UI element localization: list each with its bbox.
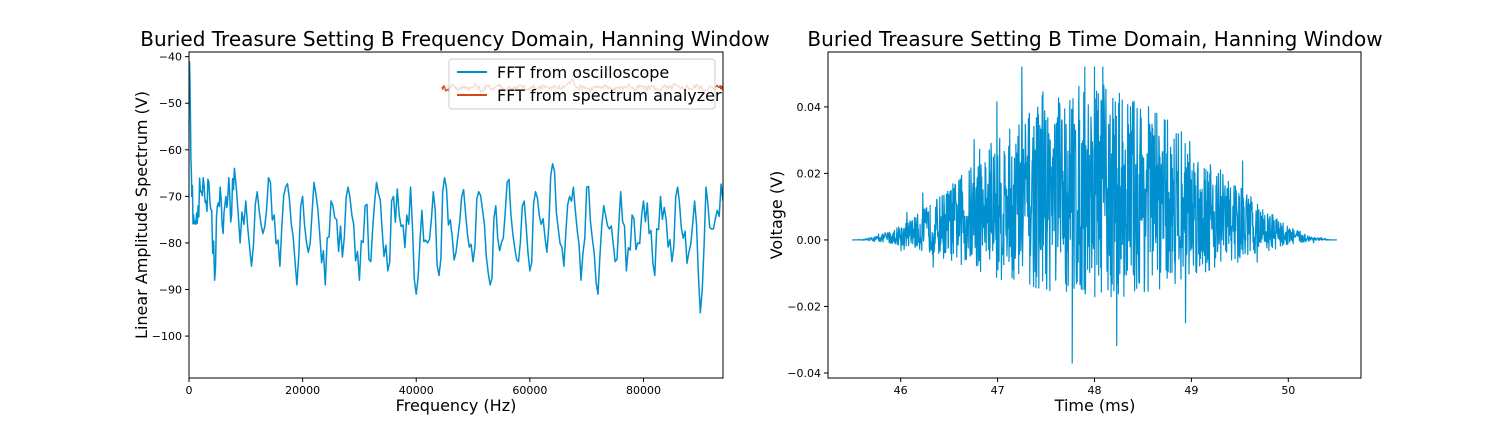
x-tick-label: 40000 (399, 384, 434, 397)
y-tick-label: 0.02 (797, 167, 822, 180)
y-tick-label: −70 (159, 190, 182, 203)
y-tick-label: 0.00 (797, 234, 822, 247)
chart-title-time: Buried Treasure Setting B Time Domain, H… (807, 27, 1382, 51)
series-line-oscilloscope (189, 60, 723, 314)
frequency-y-ticks: −100 −90 −80 −70 −60 −50 −40 (152, 51, 189, 343)
x-tick-label: 47 (991, 384, 1005, 397)
frequency-x-axis-label: Frequency (Hz) (396, 396, 517, 415)
x-tick-label: 48 (1088, 384, 1102, 397)
series-line-voltage (852, 66, 1337, 364)
y-tick-label: 0.04 (797, 101, 822, 114)
y-tick-label: −100 (152, 330, 182, 343)
time-plot-area (852, 66, 1337, 364)
x-tick-label: 49 (1184, 384, 1198, 397)
legend-label-oscilloscope: FFT from oscilloscope (497, 63, 669, 82)
x-tick-label: 46 (894, 384, 908, 397)
x-tick-label: 50 (1281, 384, 1295, 397)
legend-label-spectrum-analyzer: FFT from spectrum analyzer (497, 86, 722, 105)
y-tick-label: −0.04 (787, 367, 821, 380)
x-tick-label: 20000 (285, 384, 320, 397)
y-tick-label: −90 (159, 284, 182, 297)
x-tick-label: 80000 (626, 384, 661, 397)
time-y-axis-label: Voltage (V) (767, 171, 786, 260)
y-tick-label: −60 (159, 144, 182, 157)
y-tick-label: −50 (159, 97, 182, 110)
time-x-ticks: 46 47 48 49 50 (894, 378, 1295, 397)
y-tick-label: −80 (159, 237, 182, 250)
legend-box (448, 58, 716, 110)
x-tick-label: 0 (186, 384, 193, 397)
chart-title-frequency: Buried Treasure Setting B Frequency Doma… (140, 27, 770, 51)
frequency-y-axis-label: Linear Amplitude Spectrum (V) (132, 91, 151, 339)
y-tick-label: −0.02 (787, 300, 821, 313)
frequency-legend: FFT from oscilloscope FFT from spectrum … (448, 58, 722, 110)
frequency-x-ticks: 0 20000 40000 60000 80000 (186, 378, 661, 397)
frequency-domain-chart: Buried Treasure Setting B Frequency Doma… (132, 27, 770, 415)
y-tick-label: −40 (159, 51, 182, 64)
x-tick-label: 60000 (512, 384, 547, 397)
time-domain-chart: Buried Treasure Setting B Time Domain, H… (767, 27, 1383, 415)
time-y-ticks: −0.04 −0.02 0.00 0.02 0.04 (787, 101, 828, 380)
frequency-axes-frame (188, 51, 724, 379)
time-x-axis-label: Time (ms) (1054, 396, 1136, 415)
